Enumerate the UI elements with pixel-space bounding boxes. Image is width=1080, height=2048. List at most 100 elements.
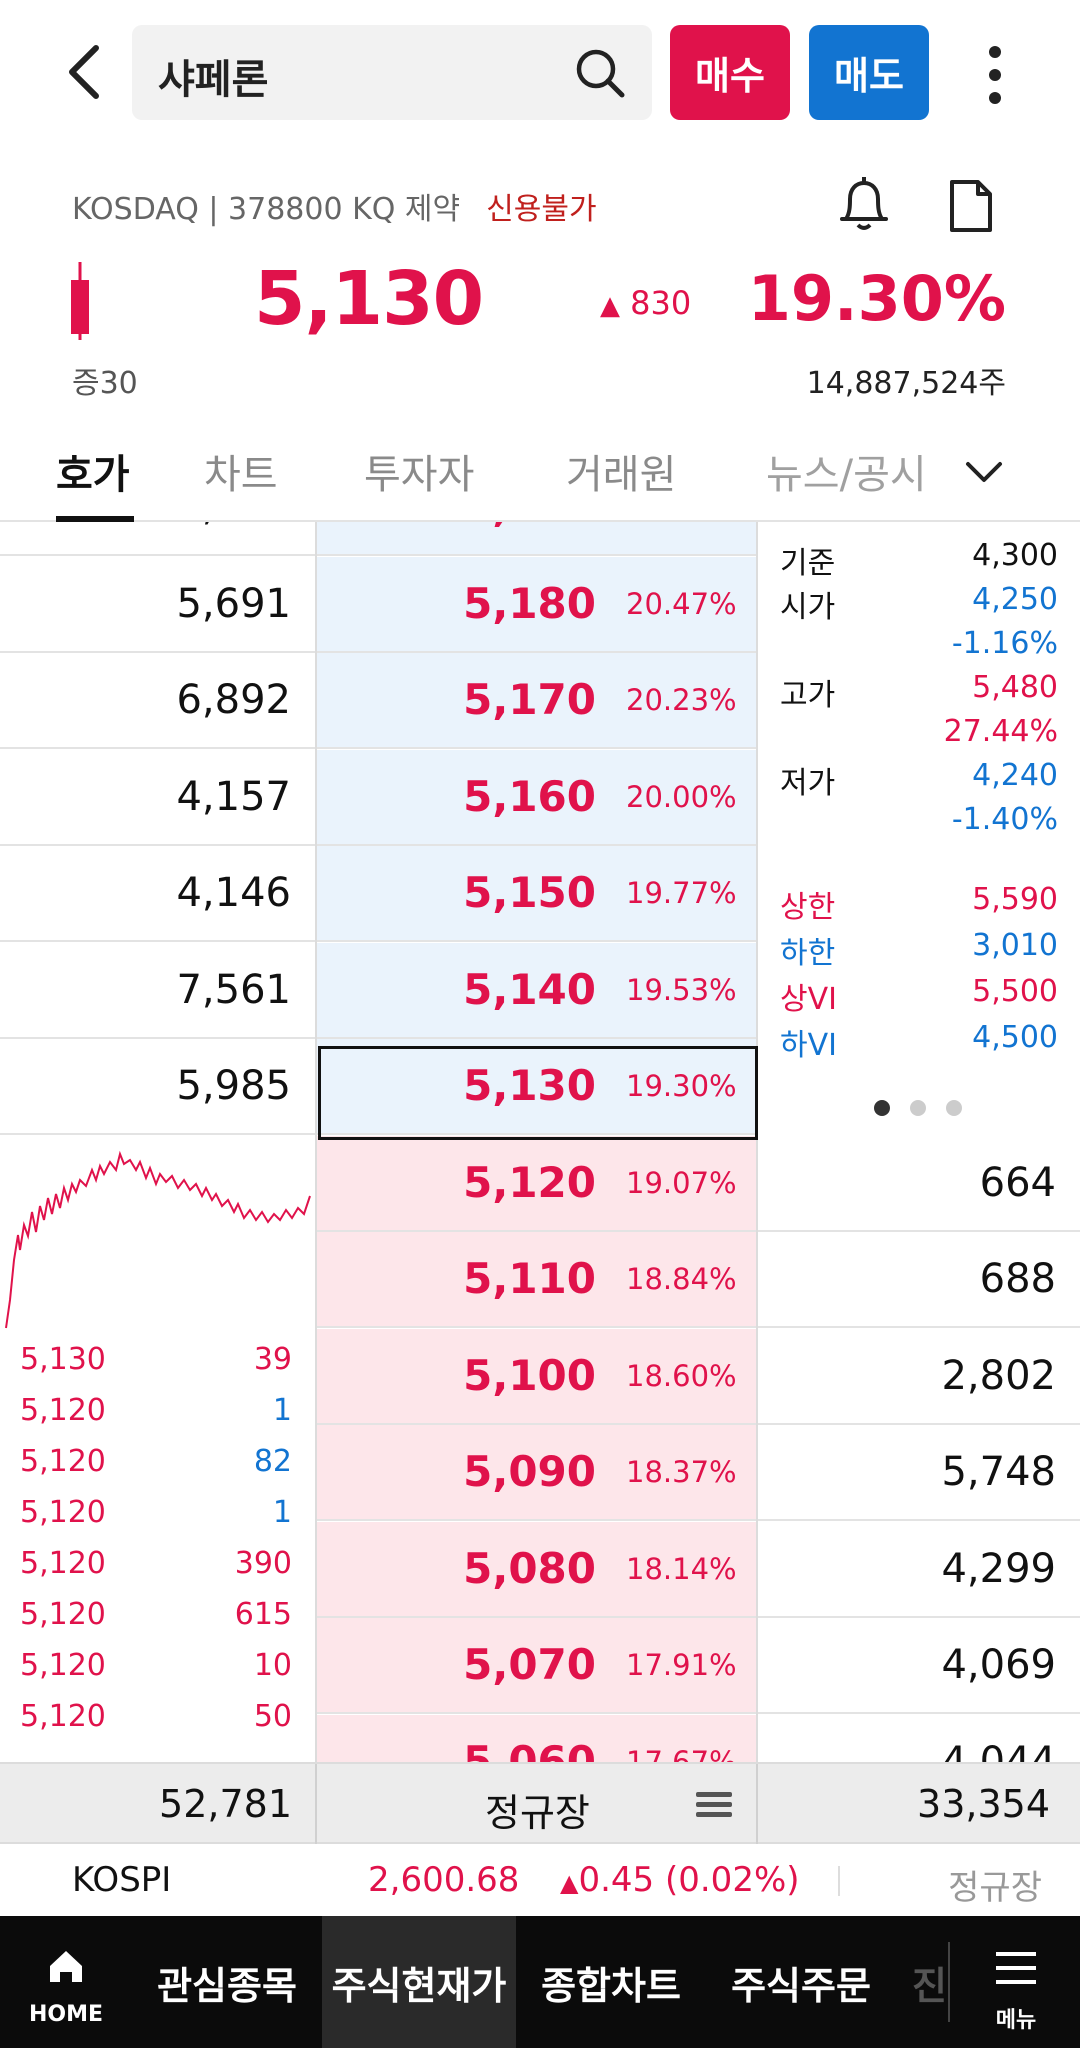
ask-price: 5,180 xyxy=(463,578,596,628)
ask-price-row[interactable]: 5,170 20.23% xyxy=(316,653,756,749)
totals-bar: 52,781 정규장 33,354 xyxy=(0,1762,1080,1846)
price-change: ▲ 830 xyxy=(600,284,691,322)
tab-active-indicator xyxy=(56,516,134,522)
tab-broker[interactable]: 거래원 xyxy=(566,452,677,498)
trade-tick: 5,120 50 xyxy=(20,1699,292,1734)
ask-price-row[interactable]: 5,180 20.47% xyxy=(316,556,756,653)
search-input[interactable]: 샤페론 xyxy=(132,25,652,120)
pager-dot[interactable] xyxy=(946,1100,962,1116)
trade-price: 5,120 xyxy=(20,1699,106,1734)
trade-qty: 390 xyxy=(234,1546,292,1581)
ask-rate: 19.77% xyxy=(626,876,737,910)
bid-price-row[interactable]: 5,060 17.67% xyxy=(316,1714,756,1762)
upper-limit-label: 상한 xyxy=(780,890,836,925)
tab-bar: 호가 차트 투자자 거래원 뉴스/공시 xyxy=(0,420,1080,522)
tab-investor[interactable]: 투자자 xyxy=(364,452,475,498)
trade-qty: 1 xyxy=(272,1393,292,1428)
tab-news[interactable]: 뉴스/공시 xyxy=(766,452,927,498)
trade-qty: 39 xyxy=(253,1342,292,1377)
trade-qty: 10 xyxy=(253,1648,292,1683)
ask-price-row[interactable]: 5,190 20.70% xyxy=(316,522,756,556)
intraday-mini-chart xyxy=(0,1140,315,1330)
ask-rate: 20.23% xyxy=(626,683,737,717)
low-pct: -1.40% xyxy=(951,802,1058,837)
trade-qty: 82 xyxy=(253,1444,292,1479)
buy-button[interactable]: 매수 xyxy=(670,25,790,120)
bid-price-row[interactable]: 5,100 18.60% xyxy=(316,1328,756,1425)
open-value: 4,250 xyxy=(972,582,1058,617)
search-icon[interactable] xyxy=(572,45,628,101)
bid-rate: 18.14% xyxy=(626,1551,737,1586)
nav-menu[interactable]: 메뉴 xyxy=(952,1916,1080,2048)
high-label: 고가 xyxy=(780,678,836,713)
bid-price-row[interactable]: 5,080 18.14% xyxy=(316,1521,756,1618)
sell-button[interactable]: 매도 xyxy=(809,25,929,120)
open-label: 시가 xyxy=(780,590,836,625)
bid-qty-cell: 2,802 xyxy=(758,1329,1080,1425)
ask-price-row[interactable]: 5,160 20.00% xyxy=(316,749,756,846)
ask-price-row[interactable]: 5,130 19.30% xyxy=(316,1039,756,1135)
price-change-value: 830 xyxy=(630,284,692,322)
nav-stock-order[interactable]: 주식주문 xyxy=(731,1963,871,2008)
chevron-down-icon[interactable] xyxy=(962,450,1006,494)
more-options-icon[interactable] xyxy=(975,40,1015,110)
nav-watchlist[interactable]: 관심종목 xyxy=(157,1963,297,2008)
margin-rate: 증30 xyxy=(72,366,138,401)
ask-price: 5,190 xyxy=(316,522,596,531)
nav-current-price[interactable]: 주식현재가 xyxy=(322,1916,516,2048)
trade-tick: 5,130 39 xyxy=(20,1342,292,1377)
nav-overflow-item[interactable]: 진 xyxy=(912,1963,947,2008)
nav-home[interactable]: HOME xyxy=(0,1916,132,2048)
bid-price: 5,100 xyxy=(463,1350,596,1400)
bid-qty: 2,802 xyxy=(941,1352,1056,1399)
ask-rate: 20.00% xyxy=(626,779,737,814)
bid-qty-cell: 4,069 xyxy=(758,1618,1080,1714)
bid-price-row[interactable]: 5,110 18.84% xyxy=(316,1232,756,1328)
equals-menu-icon[interactable] xyxy=(694,1788,734,1822)
nav-home-label: HOME xyxy=(28,2002,104,2027)
index-ticker[interactable]: KOSPI 2,600.68 ▲0.45 (0.02%) 정규장 xyxy=(0,1844,1080,1916)
pager-dot[interactable] xyxy=(874,1100,890,1116)
bid-qty-cell: 688 xyxy=(758,1232,1080,1328)
bid-qty: 4,044 xyxy=(941,1738,1056,1763)
trade-tick: 5,120 390 xyxy=(20,1546,292,1581)
high-value: 5,480 xyxy=(972,670,1058,705)
back-icon[interactable] xyxy=(58,40,114,104)
ask-price-row[interactable]: 5,140 19.53% xyxy=(316,942,756,1039)
bid-qty-cell: 4,299 xyxy=(758,1522,1080,1618)
stock-market-info: KOSDAQ | 378800 KQ 제약 신용불가 xyxy=(72,184,597,228)
trade-price: 5,120 xyxy=(20,1393,106,1428)
low-label: 저가 xyxy=(780,766,836,801)
hamburger-menu-icon xyxy=(996,1952,1036,1984)
bid-price: 5,070 xyxy=(463,1640,596,1689)
panel-pager[interactable] xyxy=(874,1100,982,1120)
session-label: 정규장 xyxy=(485,1791,590,1835)
pager-dot[interactable] xyxy=(910,1100,926,1116)
trade-tick: 5,120 1 xyxy=(20,1495,292,1530)
nav-combined-chart[interactable]: 종합차트 xyxy=(541,1963,681,2008)
ask-price-row[interactable]: 5,150 19.77% xyxy=(316,846,756,942)
ask-qty: 6,892 xyxy=(176,677,291,723)
index-name: KOSPI xyxy=(72,1860,172,1900)
ask-rate: 19.53% xyxy=(626,972,737,1007)
upper-limit-value: 5,590 xyxy=(972,882,1058,917)
trade-price: 5,130 xyxy=(20,1342,106,1377)
tab-chart[interactable]: 차트 xyxy=(204,452,278,498)
bid-price-row[interactable]: 5,090 18.37% xyxy=(316,1425,756,1521)
change-percent: 19.30% xyxy=(747,262,1006,335)
trade-price: 5,120 xyxy=(20,1546,106,1581)
bid-qty: 4,299 xyxy=(941,1545,1056,1592)
trade-price: 5,120 xyxy=(20,1648,106,1683)
base-value: 4,300 xyxy=(972,538,1058,573)
bid-rate: 18.84% xyxy=(626,1262,737,1296)
ask-price: 5,170 xyxy=(463,675,596,724)
bid-price-row[interactable]: 5,120 19.07% xyxy=(316,1135,756,1232)
trade-tick: 5,120 10 xyxy=(20,1648,292,1683)
bid-price-row[interactable]: 5,070 17.91% xyxy=(316,1618,756,1714)
top-header: 샤페론 매수 매도 xyxy=(0,0,1080,150)
bell-icon[interactable] xyxy=(836,175,892,235)
bottom-navigation: HOME 관심종목 주식현재가 종합차트 주식주문 진 메뉴 xyxy=(0,1916,1080,2048)
document-icon[interactable] xyxy=(946,178,996,234)
trade-price: 5,120 xyxy=(20,1495,106,1530)
tab-orderbook[interactable]: 호가 xyxy=(56,452,130,498)
